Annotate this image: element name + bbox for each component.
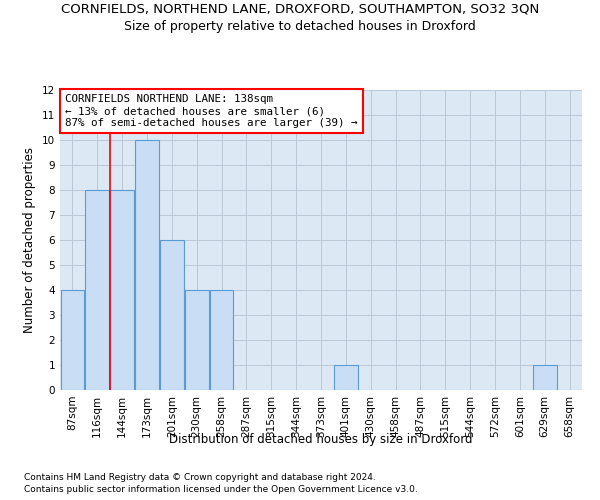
Bar	[135, 140, 159, 390]
Text: CORNFIELDS NORTHEND LANE: 138sqm
← 13% of detached houses are smaller (6)
87% of: CORNFIELDS NORTHEND LANE: 138sqm ← 13% o…	[65, 94, 358, 128]
Bar	[533, 365, 557, 390]
Bar	[210, 290, 233, 390]
Bar	[334, 365, 358, 390]
Text: Size of property relative to detached houses in Droxford: Size of property relative to detached ho…	[124, 20, 476, 33]
Bar	[185, 290, 209, 390]
Text: Contains HM Land Registry data © Crown copyright and database right 2024.: Contains HM Land Registry data © Crown c…	[24, 472, 376, 482]
Text: CORNFIELDS, NORTHEND LANE, DROXFORD, SOUTHAMPTON, SO32 3QN: CORNFIELDS, NORTHEND LANE, DROXFORD, SOU…	[61, 2, 539, 16]
Bar	[110, 190, 134, 390]
Bar	[85, 190, 109, 390]
Bar	[160, 240, 184, 390]
Text: Contains public sector information licensed under the Open Government Licence v3: Contains public sector information licen…	[24, 485, 418, 494]
Text: Distribution of detached houses by size in Droxford: Distribution of detached houses by size …	[169, 432, 473, 446]
Y-axis label: Number of detached properties: Number of detached properties	[23, 147, 37, 333]
Bar	[61, 290, 84, 390]
